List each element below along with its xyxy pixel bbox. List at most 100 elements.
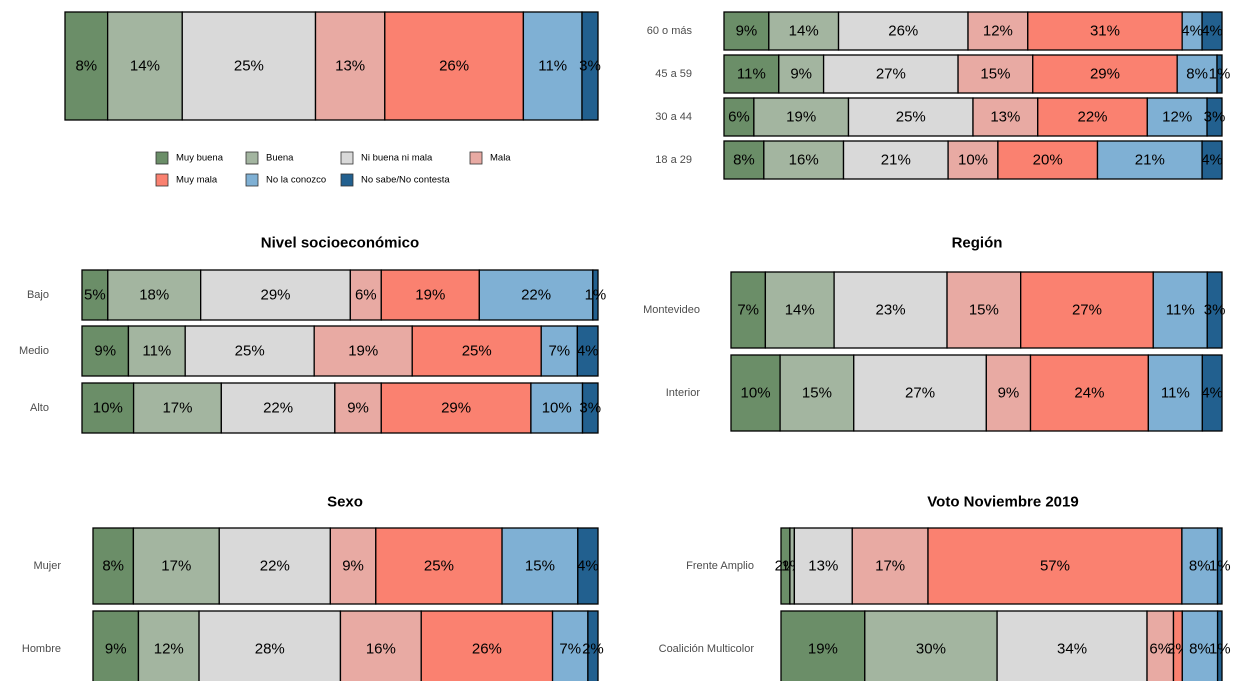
bar-segment <box>200 269 351 321</box>
data-label: 17% <box>162 400 192 417</box>
bar-segment <box>1146 610 1175 681</box>
row-label: 18 a 29 <box>655 154 692 166</box>
legend-item: Muy buena <box>155 151 224 165</box>
data-label: 1% <box>1209 66 1231 83</box>
data-label: 23% <box>876 302 906 319</box>
data-label: 21% <box>1135 152 1165 169</box>
data-label: 12% <box>983 23 1013 40</box>
bar-segment <box>1037 97 1148 137</box>
bar-segment <box>927 527 1183 605</box>
bar-row: Hombre 9% 12% 28% 16% 26% 7% 2% <box>22 610 604 681</box>
legend-item: No la conozco <box>245 173 326 187</box>
data-label: 10% <box>93 400 123 417</box>
data-label: 15% <box>802 385 832 402</box>
row-label: Bajo <box>27 289 49 301</box>
bar-segment <box>853 354 987 432</box>
legend-label: Muy mala <box>176 175 218 186</box>
data-label: 14% <box>785 302 815 319</box>
bar-segment <box>92 610 140 681</box>
legend-label: Buena <box>266 153 294 164</box>
bar-segment <box>997 140 1099 180</box>
data-label: 8% <box>75 58 97 75</box>
legend-swatch <box>245 173 259 187</box>
data-label: 9% <box>736 23 758 40</box>
panel-title: Región <box>952 235 1003 252</box>
bar-segment <box>1181 610 1219 681</box>
data-label: 15% <box>525 558 555 575</box>
data-label: 4% <box>1181 23 1203 40</box>
data-label: 4% <box>577 558 599 575</box>
data-label: 25% <box>896 109 926 126</box>
data-label: 30% <box>916 641 946 658</box>
bar-segment <box>972 97 1039 137</box>
bar-segment <box>753 97 850 137</box>
bar-segment <box>723 97 755 137</box>
data-label: 9% <box>998 385 1020 402</box>
panel-4: Región Montevideo 7% 14% 23% 15% 27% 11% 3% Inter… <box>643 235 1225 432</box>
bar-segment <box>198 610 342 681</box>
data-label: 22% <box>1078 109 1108 126</box>
bar-row: 18 a 29 8% 16% 21% 10% 20% 21% 4% <box>655 140 1223 180</box>
data-label: 1% <box>585 287 607 304</box>
data-label: 9% <box>105 641 127 658</box>
data-label: 7% <box>548 343 570 360</box>
bar-segment <box>778 54 825 94</box>
data-label: 12% <box>154 641 184 658</box>
bar-segment <box>329 527 377 605</box>
data-label: 11% <box>538 58 567 75</box>
bar-row: Medio 9% 11% 25% 19% 25% 7% 4% <box>19 325 599 377</box>
data-label: 31% <box>1090 23 1120 40</box>
data-label: 8% <box>102 558 124 575</box>
legend-swatch <box>340 173 354 187</box>
bar-segment <box>107 269 202 321</box>
bar-segment <box>967 11 1029 51</box>
bar-row: Alto 10% 17% 22% 9% 29% 10% 3% <box>30 382 601 434</box>
legend-swatch <box>245 151 259 165</box>
data-label: 16% <box>789 152 819 169</box>
row-label: Medio <box>19 345 49 357</box>
data-label: 9% <box>347 400 369 417</box>
data-label: 25% <box>234 58 264 75</box>
data-label: 14% <box>130 58 160 75</box>
bar-segment <box>768 11 840 51</box>
row-label: Alto <box>30 402 49 414</box>
data-label: 2% <box>582 641 604 658</box>
data-label: 11% <box>737 66 766 83</box>
bar-segment <box>581 11 599 121</box>
legend-swatch <box>155 151 169 165</box>
data-label: 9% <box>342 558 364 575</box>
data-label: 11% <box>1166 302 1195 319</box>
bar-segment <box>577 527 599 605</box>
panel-3: Nivel socioeconómico Bajo 5% 18% 29% 6% 19% 22%… <box>19 235 606 434</box>
bar-row: 60 o más 9% 14% 26% 12% 31% 4%4% <box>647 11 1223 51</box>
data-label: 1% <box>1209 558 1231 575</box>
legend-label: Mala <box>490 153 511 164</box>
bar-segment <box>1029 354 1150 432</box>
bar-segment <box>380 382 532 434</box>
data-label: 17% <box>161 558 191 575</box>
bar-row: 30 a 44 6% 19% 25% 13% 22% 12% 3% <box>655 97 1225 137</box>
data-label: 3% <box>579 58 601 75</box>
bar-row: Interior 10% 15% 27% 9% 24% 11% 4% <box>666 354 1223 432</box>
bar-row: Bajo 5% 18% 29% 6% 19% 22% 1% <box>27 269 607 321</box>
data-label: 34% <box>1057 641 1087 658</box>
data-label: 13% <box>808 558 838 575</box>
bar-segment <box>220 382 336 434</box>
data-label: 10% <box>542 400 572 417</box>
data-label: 24% <box>1074 385 1104 402</box>
row-label: 60 o más <box>647 25 693 37</box>
data-label: 11% <box>142 343 171 360</box>
bar-segment <box>132 527 220 605</box>
row-label: Mujer <box>33 560 61 572</box>
data-label: 11% <box>1161 385 1190 402</box>
legend-item: Buena <box>245 151 294 165</box>
data-label: 13% <box>335 58 365 75</box>
bar-segment <box>420 610 554 681</box>
bar-segment <box>723 140 765 180</box>
bar-segment <box>349 269 382 321</box>
bar-segment <box>1201 354 1223 432</box>
legend-label: Muy buena <box>176 153 224 164</box>
bar-segment <box>478 269 594 321</box>
